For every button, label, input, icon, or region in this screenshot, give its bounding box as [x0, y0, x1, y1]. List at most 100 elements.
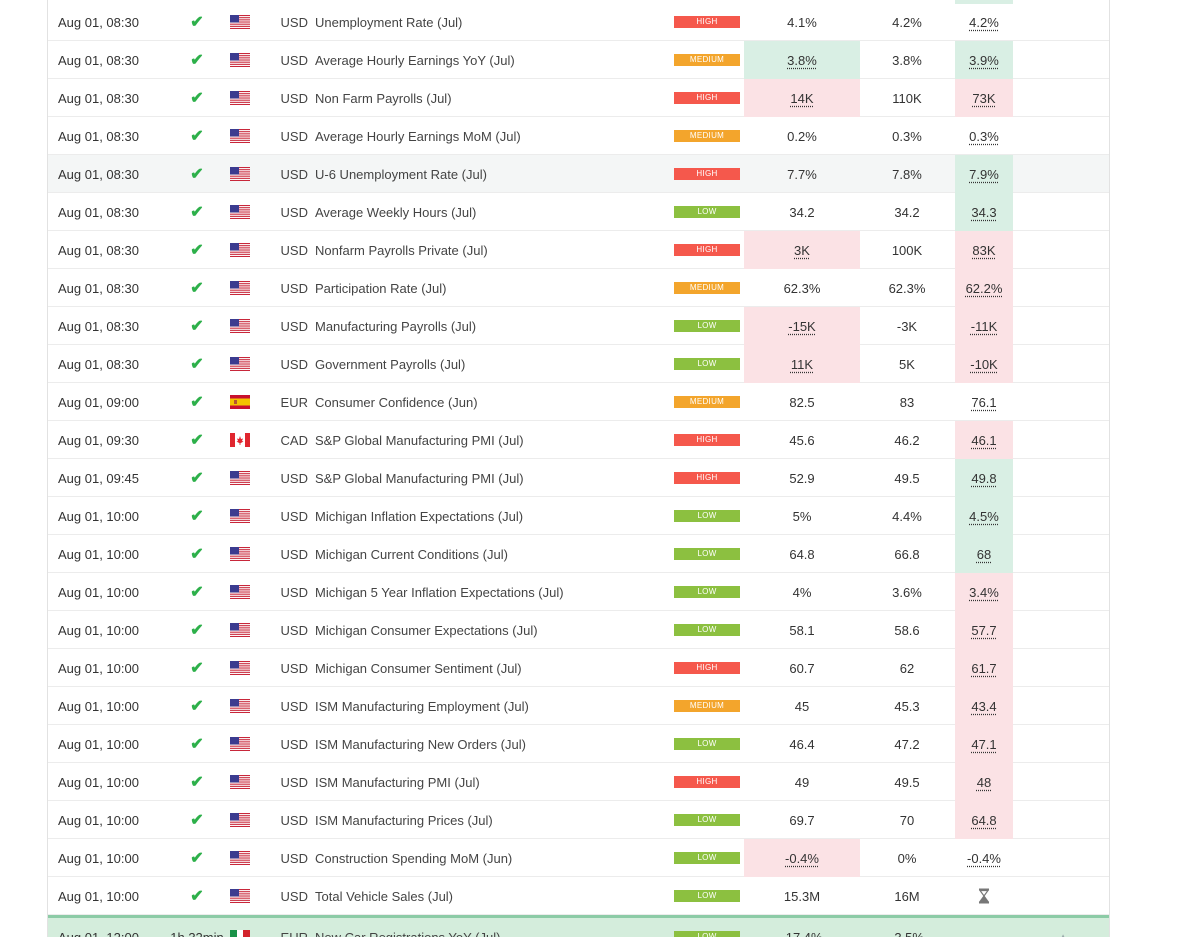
event-name[interactable]: Unemployment Rate (Jul)	[315, 14, 463, 30]
previous-value[interactable]: 49.8	[955, 459, 1013, 497]
previous-value-text[interactable]: 47.1	[971, 736, 997, 752]
event-name[interactable]: Michigan Consumer Sentiment (Jul)	[315, 660, 522, 676]
previous-value[interactable]: 61.7	[955, 649, 1013, 687]
table-row[interactable]: Aug 01, 12:00 1h 32min EUR New Car Registra…	[48, 915, 1109, 937]
event-name[interactable]: Michigan Current Conditions (Jul)	[315, 546, 508, 562]
table-row[interactable]: Aug 01, 08:30 ✔ USD Average Hourly Earnings…	[48, 41, 1109, 79]
previous-value[interactable]: 46.1	[955, 421, 1013, 459]
event-name[interactable]: Michigan Inflation Expectations (Jul)	[315, 508, 524, 524]
previous-value[interactable]: 43.4	[955, 687, 1013, 725]
table-row[interactable]: Aug 01, 10:00 ✔ USD Michigan Inflation Expe…	[48, 497, 1109, 535]
previous-value-text[interactable]: 34.3	[971, 204, 997, 220]
table-row[interactable]: Aug 01, 10:00 ✔ USD Michigan Consumer Senti…	[48, 649, 1109, 687]
previous-value[interactable]: 4.2%	[955, 3, 1013, 41]
table-row[interactable]: Aug 01, 10:00 ✔ USD Michigan Consumer Expec…	[48, 611, 1109, 649]
event-name[interactable]: Construction Spending MoM (Jun)	[315, 850, 513, 866]
previous-value-text[interactable]: 61.7	[971, 660, 997, 676]
previous-value[interactable]: 57.7	[955, 611, 1013, 649]
previous-value[interactable]: -10K	[955, 345, 1013, 383]
event-name[interactable]: Average Hourly Earnings YoY (Jul)	[315, 52, 515, 68]
table-row[interactable]: Aug 01, 08:30 ✔ USD Non Farm Payrolls (Jul)…	[48, 79, 1109, 117]
hourglass-icon[interactable]	[955, 877, 1013, 915]
event-name[interactable]: Average Hourly Earnings MoM (Jul)	[315, 128, 521, 144]
event-name[interactable]: U-6 Unemployment Rate (Jul)	[315, 166, 487, 182]
previous-value-text[interactable]: 83K	[972, 242, 996, 258]
event-name[interactable]: New Car Registrations YoY (Jul)	[315, 929, 501, 937]
previous-value[interactable]: 3.4%	[955, 573, 1013, 611]
previous-value-text[interactable]: -0.4%	[967, 850, 1001, 866]
previous-value[interactable]: 62.2%	[955, 269, 1013, 307]
event-name[interactable]: ISM Manufacturing Prices (Jul)	[315, 812, 493, 828]
event-name[interactable]: Michigan Consumer Expectations (Jul)	[315, 622, 538, 638]
previous-value[interactable]: -11K	[955, 307, 1013, 345]
table-row[interactable]: Aug 01, 08:30 ✔ USD U-6 Unemployment Rate (…	[48, 155, 1109, 193]
table-row[interactable]: Aug 01, 08:30 ✔ USD Average Weekly Hours (J…	[48, 193, 1109, 231]
table-row[interactable]: Aug 01, 08:30 ✔ USD Manufacturing Payrolls …	[48, 307, 1109, 345]
table-row[interactable]: Aug 01, 10:00 ✔ USD Michigan 5 Year Inflati…	[48, 573, 1109, 611]
table-row[interactable]: Aug 01, 10:00 ✔ USD Michigan Current Condit…	[48, 535, 1109, 573]
event-name[interactable]: Nonfarm Payrolls Private (Jul)	[315, 242, 488, 258]
table-row[interactable]: Aug 01, 08:30 ✔ USD Nonfarm Payrolls Privat…	[48, 231, 1109, 269]
previous-value-text[interactable]: 73K	[972, 90, 996, 106]
table-row[interactable]: Aug 01, 08:30 ✔ USD Participation Rate (Jul…	[48, 269, 1109, 307]
previous-value-text[interactable]: 43.4	[971, 698, 997, 714]
previous-value-text[interactable]: 3.9%	[969, 52, 999, 68]
table-row[interactable]: Aug 01, 10:00 ✔ USD ISM Manufacturing Emplo…	[48, 687, 1109, 725]
previous-value[interactable]: 7.9%	[955, 155, 1013, 193]
previous-value-text[interactable]: -10K	[970, 356, 998, 372]
table-row[interactable]: Aug 01, 08:30 ✔ USD Government Payrolls (Ju…	[48, 345, 1109, 383]
previous-value-text[interactable]: 57.7	[971, 622, 997, 638]
previous-value[interactable]: 34.3	[955, 193, 1013, 231]
event-name[interactable]: ISM Manufacturing New Orders (Jul)	[315, 736, 526, 752]
event-name[interactable]: ISM Manufacturing PMI (Jul)	[315, 774, 480, 790]
event-name[interactable]: Manufacturing Payrolls (Jul)	[315, 318, 477, 334]
table-row[interactable]: Aug 01, 08:30 ✔ USD Unemployment Rate (Jul)…	[48, 3, 1109, 41]
previous-value[interactable]: 4.5%	[955, 497, 1013, 535]
table-row[interactable]: Aug 01, 08:30 ✔ USD Average Hourly Earnings…	[48, 117, 1109, 155]
previous-value[interactable]: 73K	[955, 79, 1013, 117]
table-row[interactable]: Aug 01, 10:00 ✔ USD ISM Manufacturing PMI (…	[48, 763, 1109, 801]
previous-value-text[interactable]: 0.3%	[969, 128, 999, 144]
previous-value[interactable]: 0.3%	[955, 117, 1013, 155]
table-row[interactable]: Aug 01, 10:00 ✔ USD Construction Spending M…	[48, 839, 1109, 877]
event-name[interactable]: Average Weekly Hours (Jul)	[315, 204, 477, 220]
table-row[interactable]: Aug 01, 09:30 ✔ CAD S&P Global Manufacturin…	[48, 421, 1109, 459]
table-row[interactable]: Aug 01, 09:00 ✔ EUR Consumer Confidence (Ju…	[48, 383, 1109, 421]
previous-value[interactable]: 83K	[955, 231, 1013, 269]
event-name[interactable]: Michigan 5 Year Inflation Expectations (…	[315, 584, 564, 600]
previous-value-text[interactable]: 7.9%	[969, 166, 999, 182]
previous-value-text[interactable]: 49.8	[971, 470, 997, 486]
previous-value-text[interactable]: 76.1	[971, 394, 997, 410]
table-row[interactable]: Aug 01, 10:00 ✔ USD ISM Manufacturing Price…	[48, 801, 1109, 839]
previous-value-text[interactable]: 68	[976, 546, 992, 562]
event-name[interactable]: S&P Global Manufacturing PMI (Jul)	[315, 432, 524, 448]
previous-value-text[interactable]: 3.4%	[969, 584, 999, 600]
event-name[interactable]: S&P Global Manufacturing PMI (Jul)	[315, 470, 524, 486]
previous-value[interactable]: 47.1	[955, 725, 1013, 763]
chevron-up-icon[interactable]: ▲	[1056, 929, 1070, 937]
table-row[interactable]: Aug 01, 10:00 ✔ USD ISM Manufacturing New O…	[48, 725, 1109, 763]
actual-value-text: 58.1	[789, 622, 815, 638]
previous-value[interactable]	[955, 918, 1013, 937]
previous-value[interactable]: -0.4%	[955, 839, 1013, 877]
previous-value-text[interactable]: 4.5%	[969, 508, 999, 524]
previous-value[interactable]: 48	[955, 763, 1013, 801]
previous-value-text[interactable]: 64.8	[971, 812, 997, 828]
event-name[interactable]: Government Payrolls (Jul)	[315, 356, 466, 372]
previous-value[interactable]: 68	[955, 535, 1013, 573]
previous-value[interactable]: 76.1	[955, 383, 1013, 421]
table-row[interactable]: Aug 01, 10:00 ✔ USD Total Vehicle Sales (Ju…	[48, 877, 1109, 915]
previous-value-text[interactable]: -11K	[970, 318, 998, 334]
previous-value-text[interactable]: 48	[976, 774, 992, 790]
previous-value-text[interactable]: 46.1	[971, 432, 997, 448]
previous-value-text[interactable]: 62.2%	[965, 280, 1003, 296]
event-name[interactable]: ISM Manufacturing Employment (Jul)	[315, 698, 529, 714]
event-name[interactable]: Participation Rate (Jul)	[315, 280, 447, 296]
table-row[interactable]: Aug 01, 09:45 ✔ USD S&P Global Manufacturin…	[48, 459, 1109, 497]
previous-value[interactable]: 64.8	[955, 801, 1013, 839]
event-name[interactable]: Non Farm Payrolls (Jul)	[315, 90, 452, 106]
previous-value-text[interactable]: 4.2%	[969, 14, 999, 30]
event-name[interactable]: Consumer Confidence (Jun)	[315, 394, 478, 410]
previous-value[interactable]: 3.9%	[955, 41, 1013, 79]
event-name[interactable]: Total Vehicle Sales (Jul)	[315, 888, 454, 904]
